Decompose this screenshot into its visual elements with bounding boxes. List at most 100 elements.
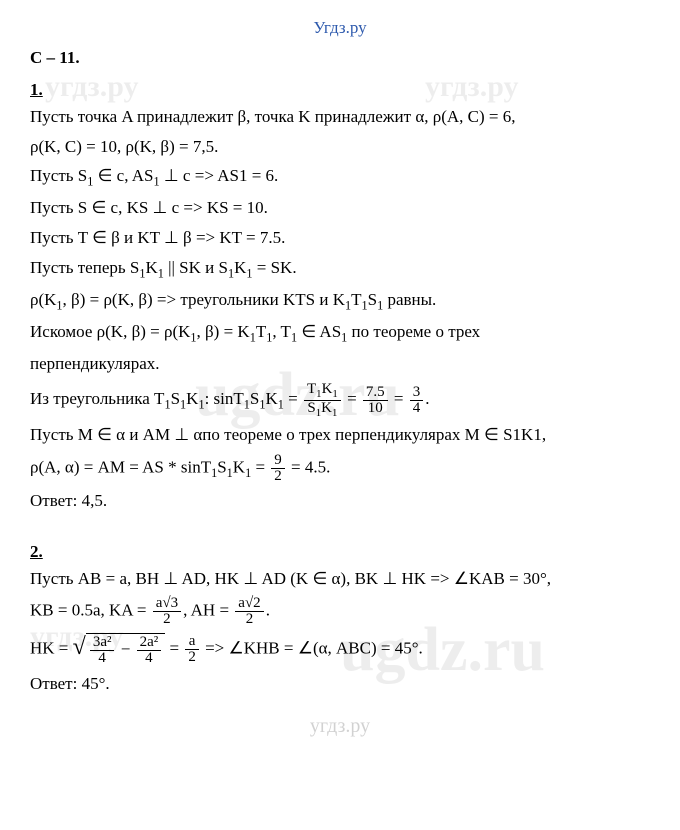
sqrt-body: 3a² 4 − 2a² 4 <box>86 633 165 666</box>
site-header: Угдз.ру <box>30 18 650 38</box>
answer-text: Ответ: 4,5. <box>30 489 650 514</box>
t: KB = 0.5a, KA = <box>30 601 151 620</box>
fraction: 3 4 <box>410 385 424 416</box>
t: − <box>116 640 134 659</box>
t: K <box>186 389 198 408</box>
t: ρ(A, α) = AM = AS * sinT <box>30 457 211 476</box>
body-text: Пусть AB = a, BH ⊥ AD, HK ⊥ AD (K ∈ α), … <box>30 567 650 592</box>
question-1-label: 1. <box>30 80 650 100</box>
t: Пусть S <box>30 166 87 185</box>
answer-text: Ответ: 45°. <box>30 672 650 697</box>
t: K <box>322 381 333 397</box>
fraction: a 2 <box>185 634 199 665</box>
t: ∈ c, AS <box>93 166 153 185</box>
t: , β) = K <box>197 322 250 341</box>
numerator: a√2 <box>235 596 263 612</box>
t: по теореме о трех <box>347 322 480 341</box>
fraction: a√3 2 <box>153 596 181 627</box>
sub: 1 <box>332 388 337 400</box>
body-text: Пусть S ∈ c, KS ⊥ c => KS = 10. <box>30 196 650 221</box>
t: Искомое ρ(K, β) = ρ(K <box>30 322 190 341</box>
body-text: ρ(K, C) = 10, ρ(K, β) = 7,5. <box>30 135 650 160</box>
t: = <box>251 457 269 476</box>
t: = SK. <box>253 258 297 277</box>
t: = <box>347 389 361 408</box>
t: K <box>266 389 278 408</box>
body-text: Пусть точка A принадлежит β, точка K при… <box>30 105 650 130</box>
t: Пусть теперь S <box>30 258 139 277</box>
body-text: Искомое ρ(K, β) = ρ(K1, β) = K1T1, T1 ∈ … <box>30 320 650 347</box>
fraction: 9 2 <box>271 453 285 484</box>
t: , T <box>272 322 291 341</box>
fraction: 3a² 4 <box>90 635 115 666</box>
numerator: 9 <box>271 453 285 469</box>
t: : sinT <box>205 389 244 408</box>
t: ρ(K <box>30 290 56 309</box>
numerator: a <box>185 634 199 650</box>
body-text: Пусть S1 ∈ c, AS1 ⊥ c => AS1 = 6. <box>30 164 650 191</box>
numerator: T1K1 <box>304 382 341 401</box>
t: = <box>284 389 302 408</box>
t: = <box>169 639 183 658</box>
t: , AH = <box>183 601 233 620</box>
t: || SK и S <box>164 258 228 277</box>
t: S <box>368 290 377 309</box>
t: = 4.5. <box>287 457 331 476</box>
denominator: 4 <box>410 401 424 416</box>
t: S <box>171 389 180 408</box>
t: T <box>351 290 361 309</box>
t: ∈ AS <box>297 322 341 341</box>
fraction: T1K1 S1K1 <box>304 382 341 419</box>
numerator: 3 <box>410 385 424 401</box>
body-text: перпендикулярах. <box>30 352 650 377</box>
t: равны. <box>383 290 436 309</box>
t: K <box>321 400 332 416</box>
fraction: 2a² 4 <box>137 635 162 666</box>
numerator: 3a² <box>90 635 115 651</box>
body-text: ρ(A, α) = AM = AS * sinT1S1K1 = 9 2 = 4.… <box>30 453 650 484</box>
body-text: Пусть M ∈ α и AM ⊥ αпо теореме о трех пе… <box>30 423 650 448</box>
fraction: a√2 2 <box>235 596 263 627</box>
t: S <box>307 400 315 416</box>
body-text: KB = 0.5a, KA = a√3 2 , AH = a√2 2 . <box>30 596 650 627</box>
t: Из треугольника T <box>30 389 164 408</box>
t: S <box>217 457 226 476</box>
denominator: S1K1 <box>304 401 341 419</box>
denominator: 10 <box>363 401 388 416</box>
denominator: 2 <box>185 650 199 665</box>
t: , β) = ρ(K, β) => треугольники KTS и K <box>63 290 345 309</box>
body-text: ρ(K1, β) = ρ(K, β) => треугольники KTS и… <box>30 288 650 315</box>
sqrt-icon: √ <box>73 630 86 665</box>
page: Угдз.ру угдз.ру угдз.ру ugdz.ru угдз.ру … <box>0 0 680 756</box>
denominator: 4 <box>137 651 162 666</box>
t: HK = <box>30 639 73 658</box>
body-text: Из треугольника T1S1K1: sinT1S1K1 = T1K1… <box>30 382 650 419</box>
t: = <box>394 389 408 408</box>
t: S <box>250 389 259 408</box>
t: K <box>234 258 246 277</box>
t: T <box>256 322 266 341</box>
section-label: С – 11. <box>30 48 650 68</box>
question-2-label: 2. <box>30 542 650 562</box>
numerator: 7.5 <box>363 385 388 401</box>
t: K <box>145 258 157 277</box>
footer-watermark: угдз.ру <box>30 715 650 738</box>
body-text: HK = √ 3a² 4 − 2a² 4 = a 2 => ∠KHB = ∠(α… <box>30 632 650 667</box>
t: ⊥ c => AS1 = 6. <box>160 166 279 185</box>
body-text: Пусть T ∈ β и KT ⊥ β => KT = 7.5. <box>30 226 650 251</box>
denominator: 2 <box>235 612 263 627</box>
numerator: 2a² <box>137 635 162 651</box>
body-text: Пусть теперь S1K1 || SK и S1K1 = SK. <box>30 256 650 283</box>
denominator: 4 <box>90 651 115 666</box>
sqrt: √ 3a² 4 − 2a² 4 <box>73 632 166 667</box>
t: T <box>307 381 316 397</box>
denominator: 2 <box>271 469 285 484</box>
numerator: a√3 <box>153 596 181 612</box>
denominator: 2 <box>153 612 181 627</box>
t: . <box>266 601 270 620</box>
fraction: 7.5 10 <box>363 385 388 416</box>
t: K <box>233 457 245 476</box>
t: => ∠KHB = ∠(α, ABC) = 45°. <box>201 639 423 658</box>
sub: 1 <box>332 407 337 419</box>
t: . <box>425 389 429 408</box>
